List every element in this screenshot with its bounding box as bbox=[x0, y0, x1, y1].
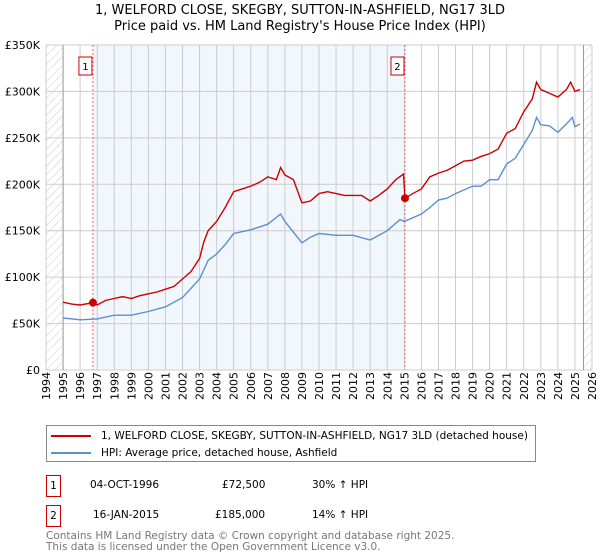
x-tick-label: 2003 bbox=[194, 372, 207, 400]
y-tick-label: £200K bbox=[5, 178, 41, 191]
chart-subtitle: Price paid vs. HM Land Registry's House … bbox=[114, 19, 486, 34]
x-tick-label: 2013 bbox=[364, 372, 377, 400]
legend-label: HPI: Average price, detached house, Ashf… bbox=[101, 447, 338, 459]
legend-label: 1, WELFORD CLOSE, SKEGBY, SUTTON-IN-ASHF… bbox=[101, 430, 528, 442]
sale-hpi: 14% ↑ HPI bbox=[312, 509, 369, 521]
x-tick-label: 2020 bbox=[484, 372, 497, 400]
sale-badge: 1 bbox=[46, 475, 61, 497]
x-tick-label: 2004 bbox=[211, 372, 224, 400]
x-tick-label: 2012 bbox=[347, 372, 360, 400]
annotation-label: 1 bbox=[82, 62, 88, 73]
annotation-box bbox=[390, 56, 405, 76]
x-tick-label: 2017 bbox=[432, 372, 445, 400]
x-tick-label: 2006 bbox=[245, 372, 258, 400]
legend-swatch-blue bbox=[51, 452, 91, 454]
x-tick-label: 2007 bbox=[262, 372, 275, 400]
sale-row-2: 2 16-JAN-2015 £185,000 14% ↑ HPI bbox=[46, 505, 446, 527]
y-tick-label: £100K bbox=[5, 271, 41, 284]
x-tick-label: 2008 bbox=[279, 372, 292, 400]
legend-item-property: 1, WELFORD CLOSE, SKEGBY, SUTTON-IN-ASHF… bbox=[51, 428, 528, 444]
x-tick-label: 2015 bbox=[398, 372, 411, 400]
ownership-shading bbox=[92, 45, 405, 370]
sale-price: £185,000 bbox=[215, 509, 266, 521]
x-tick-label: 2019 bbox=[467, 372, 480, 400]
x-tick-label: 1999 bbox=[125, 372, 138, 400]
property-price-line bbox=[62, 80, 581, 306]
x-tick-label: 2023 bbox=[535, 372, 548, 400]
y-tick-label: £300K bbox=[5, 85, 41, 98]
sale-hpi: 30% ↑ HPI bbox=[312, 479, 369, 491]
x-tick-label: 2018 bbox=[450, 372, 463, 400]
sale-point bbox=[88, 298, 97, 307]
sale-price: £72,500 bbox=[222, 479, 266, 491]
footer-copyright: Contains HM Land Registry data © Crown c… bbox=[46, 530, 455, 542]
x-tick-label: 2025 bbox=[569, 372, 582, 400]
x-tick-label: 2026 bbox=[586, 372, 599, 400]
chart-title: 1, WELFORD CLOSE, SKEGBY, SUTTON-IN-ASHF… bbox=[94, 3, 506, 18]
y-tick-label: £350K bbox=[5, 39, 41, 52]
y-tick-label: £0 bbox=[26, 364, 40, 377]
x-tick-label: 2014 bbox=[381, 372, 394, 400]
x-tick-label: 2002 bbox=[177, 372, 190, 400]
sale-row-1: 1 04-OCT-1996 £72,500 30% ↑ HPI bbox=[46, 475, 446, 497]
x-tick-label: 2001 bbox=[159, 372, 172, 400]
legend-item-hpi: HPI: Average price, detached house, Ashf… bbox=[51, 445, 337, 461]
x-tick-label: 2009 bbox=[296, 372, 309, 400]
sale-date: 16-JAN-2015 bbox=[93, 509, 160, 521]
hatched-region-before bbox=[46, 45, 64, 370]
x-tick-label: 1994 bbox=[40, 372, 53, 400]
x-tick-label: 2000 bbox=[142, 372, 155, 400]
annotation-box bbox=[78, 56, 93, 76]
x-tick-label: 2024 bbox=[552, 372, 565, 400]
x-tick-label: 1997 bbox=[91, 372, 104, 400]
x-tick-label: 2011 bbox=[330, 372, 343, 400]
x-tick-label: 1995 bbox=[57, 372, 70, 400]
hatched-region-after bbox=[583, 45, 592, 370]
x-tick-label: 1996 bbox=[74, 372, 87, 400]
x-tick-label: 2005 bbox=[228, 372, 241, 400]
annotation-label: 2 bbox=[394, 62, 400, 73]
x-tick-label: 2010 bbox=[313, 372, 326, 400]
sale-point bbox=[400, 194, 409, 203]
footer-licence: This data is licensed under the Open Gov… bbox=[46, 541, 381, 553]
y-tick-label: £150K bbox=[5, 225, 41, 238]
x-tick-label: 2021 bbox=[501, 372, 514, 400]
legend: 1, WELFORD CLOSE, SKEGBY, SUTTON-IN-ASHF… bbox=[46, 425, 536, 462]
x-tick-label: 2016 bbox=[415, 372, 428, 400]
x-tick-label: 1998 bbox=[108, 372, 121, 400]
y-tick-label: £50K bbox=[12, 318, 41, 331]
legend-swatch-red bbox=[51, 435, 91, 437]
sale-date: 04-OCT-1996 bbox=[90, 479, 159, 491]
hpi-line bbox=[62, 115, 581, 321]
price-chart: 1994 1995 1996 1997 1998 1999 2000 2001 2002 2003… bbox=[5, 39, 599, 400]
y-tick-label: £250K bbox=[5, 132, 41, 145]
sale-badge: 2 bbox=[46, 505, 61, 527]
x-tick-label: 2022 bbox=[518, 372, 531, 400]
